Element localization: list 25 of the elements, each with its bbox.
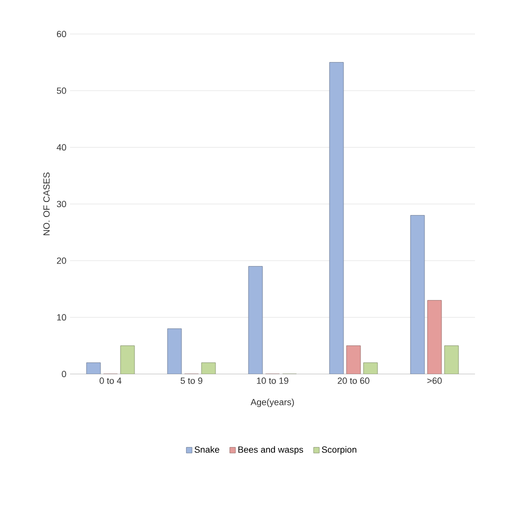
x-tick-label: 20 to 60 [338, 378, 370, 384]
x-tick-label: >60 [427, 378, 442, 384]
bar [444, 345, 459, 374]
y-tick-label: 10 [57, 314, 66, 321]
y-tick-label: 50 [56, 87, 66, 94]
x-tick-label: 10 to 19 [256, 378, 288, 384]
x-tick-label: 0 to 4 [100, 378, 122, 384]
y-tick-label: 60 [56, 30, 66, 38]
bar [329, 62, 344, 374]
y-tick-label: 20 [56, 257, 66, 264]
y-axis-title: NO. OF CASES [43, 172, 50, 236]
x-tick-label: 5 to 9 [180, 378, 202, 384]
y-tick-label: 40 [56, 144, 66, 151]
y-tick-label: 0 [62, 370, 66, 378]
y-tick-label: 30 [56, 200, 66, 208]
legend-label: Bees and wasps [238, 446, 304, 455]
bar [167, 328, 182, 374]
legend-label: Snake [194, 446, 220, 453]
bar [410, 215, 425, 374]
bar [248, 266, 263, 374]
legend-label: Scorpion [322, 446, 356, 455]
x-axis-title: Age(years) [250, 398, 294, 408]
bar [120, 345, 135, 374]
bar [346, 345, 361, 374]
bar [427, 300, 442, 374]
